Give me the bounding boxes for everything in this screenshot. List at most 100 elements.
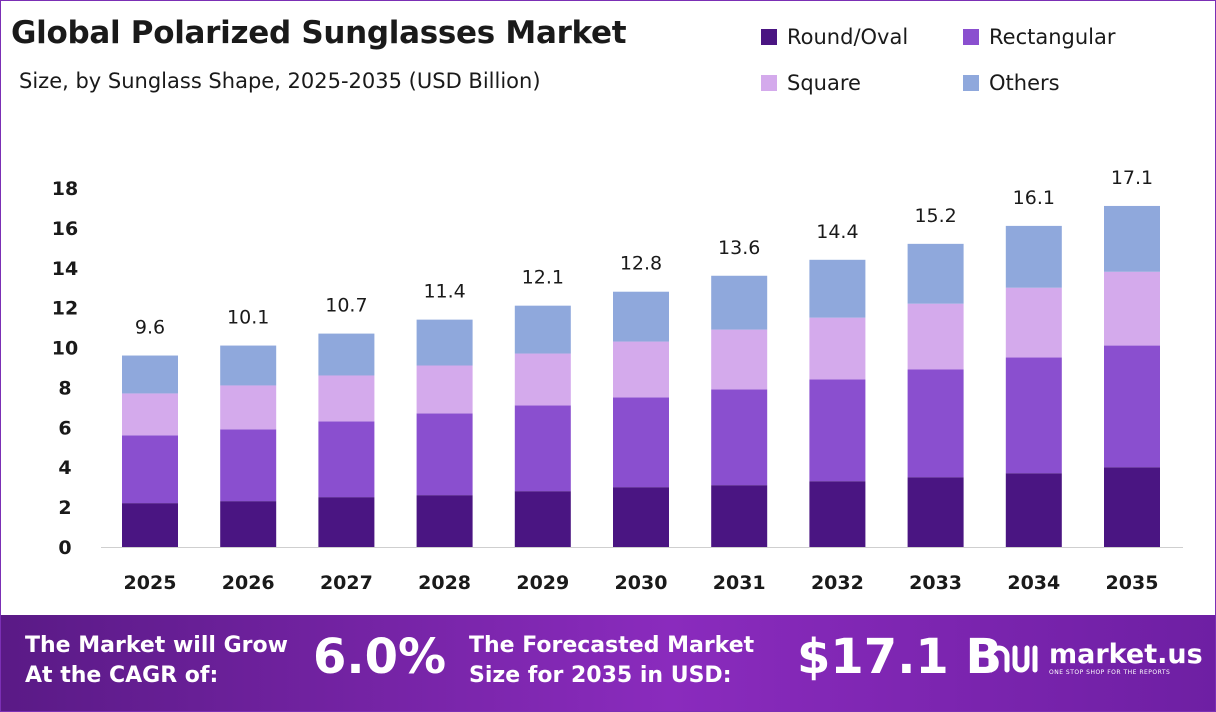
legend-label-round-oval: Round/Oval <box>787 25 909 49</box>
forecast-value: $17.1 B <box>797 629 1003 685</box>
y-tick-label: 0 <box>58 537 71 559</box>
bar-segment-others <box>514 305 571 354</box>
bar-total-label: 17.1 <box>1111 167 1153 189</box>
cagr-label-line1: The Market will Grow <box>25 633 288 658</box>
x-tick-label: 2027 <box>320 572 373 594</box>
bar-total-label: 12.8 <box>620 253 662 275</box>
legend-label-square: Square <box>787 71 861 95</box>
footer-banner: The Market will Grow At the CAGR of: 6.0… <box>1 615 1215 711</box>
bar-segment-rectangular <box>514 405 571 492</box>
bar-total-label: 16.1 <box>1013 187 1055 209</box>
bar-segment-round-oval <box>907 477 964 547</box>
bar-segment-others <box>220 345 277 386</box>
legend-label-others: Others <box>989 71 1060 95</box>
stacked-bar-chart: 0 2 4 6 8 10 12 14 16 18 9.6 2025 10.1 2026 10.7 2027 11… <box>52 167 1183 594</box>
bar-segment-rectangular <box>1104 345 1160 468</box>
bar-segment-others <box>613 291 669 342</box>
bar-segment-square <box>1104 271 1160 346</box>
bar-total-label: 9.6 <box>135 317 165 339</box>
y-tick-label: 8 <box>58 377 71 399</box>
legend-swatch-others <box>963 75 979 91</box>
y-tick-label: 16 <box>52 218 78 240</box>
bar-segment-others <box>809 259 866 318</box>
bar-segment-round-oval <box>1104 467 1160 547</box>
chart-subtitle: Size, by Sunglass Shape, 2025-2035 (USD … <box>19 69 541 93</box>
legend-swatch-rectangular <box>963 29 979 45</box>
bar-segment-square <box>318 375 375 422</box>
bar-total-label: 13.6 <box>718 237 760 259</box>
bar-segment-others <box>907 243 964 304</box>
bar-total-label: 15.2 <box>914 205 956 227</box>
bar-segment-others <box>318 333 375 376</box>
bar-segment-rectangular <box>711 389 768 486</box>
bar-segment-others <box>1104 205 1160 272</box>
bar-total-label: 14.4 <box>816 221 858 243</box>
bar-segment-round-oval <box>711 485 768 547</box>
bar-segment-round-oval <box>220 501 277 547</box>
market-us-logo-icon <box>988 645 1038 672</box>
bar-segment-rectangular <box>809 379 866 482</box>
bar-segment-others <box>1005 225 1062 288</box>
bar-segment-rectangular <box>613 397 669 488</box>
legend-swatch-square <box>761 75 777 91</box>
legend-item-square: Square <box>761 71 861 95</box>
cagr-value: 6.0% <box>313 629 447 685</box>
x-tick-label: 2026 <box>222 572 275 594</box>
x-tick-label: 2034 <box>1007 572 1060 594</box>
x-tick-label: 2025 <box>124 572 177 594</box>
bar-segment-others <box>711 275 768 330</box>
bar-total-label: 11.4 <box>423 281 465 303</box>
bar-segment-square <box>514 353 571 406</box>
x-tick-label: 2030 <box>615 572 668 594</box>
bar-segment-square <box>1005 287 1062 358</box>
cagr-label: The Market will Grow At the CAGR of: <box>25 631 288 691</box>
bar-segment-square <box>809 317 866 380</box>
y-tick-label: 18 <box>52 178 78 200</box>
bar-segment-rectangular <box>907 369 964 478</box>
legend-item-rectangular: Rectangular <box>963 25 1116 49</box>
bar-segment-round-oval <box>809 481 866 547</box>
bar-segment-round-oval <box>514 491 571 547</box>
bar-segment-square <box>416 365 473 414</box>
y-tick-label: 2 <box>58 497 71 519</box>
chart-legend: Round/Oval Rectangular Square Others <box>761 25 1201 115</box>
bar-segment-square <box>613 341 669 398</box>
bar-segment-round-oval <box>122 503 178 547</box>
y-tick-label: 12 <box>52 298 78 320</box>
market-us-logo: market.us ONE STOP SHOP FOR THE REPORTS <box>987 641 1203 676</box>
bar-segment-rectangular <box>318 421 375 498</box>
logo-tagline: ONE STOP SHOP FOR THE REPORTS <box>1049 669 1171 676</box>
bar-total-label: 12.1 <box>522 267 564 289</box>
forecast-label-line2: Size for 2035 in USD: <box>469 663 732 688</box>
bar-segment-rectangular <box>220 429 277 502</box>
x-tick-label: 2031 <box>713 572 766 594</box>
bar-segment-round-oval <box>416 495 473 547</box>
x-tick-label: 2032 <box>811 572 864 594</box>
bar-segment-square <box>711 329 768 390</box>
bar-segment-rectangular <box>416 413 473 496</box>
bar-total-label: 10.1 <box>227 307 269 329</box>
chart-title: Global Polarized Sunglasses Market <box>11 15 627 51</box>
cagr-label-line2: At the CAGR of: <box>25 663 219 688</box>
y-tick-label: 6 <box>58 417 71 439</box>
bar-segment-others <box>416 319 473 366</box>
legend-swatch-round-oval <box>761 29 777 45</box>
x-tick-label: 2029 <box>516 572 569 594</box>
bar-segment-square <box>907 303 964 370</box>
bar-segment-round-oval <box>613 487 669 547</box>
bar-segment-others <box>122 355 178 394</box>
y-tick-label: 10 <box>52 338 78 360</box>
legend-item-others: Others <box>963 71 1060 95</box>
forecast-label: The Forecasted Market Size for 2035 in U… <box>469 631 754 691</box>
bar-segment-rectangular <box>1005 357 1062 474</box>
bar-segment-square <box>220 385 277 430</box>
bar-total-label: 10.7 <box>325 295 367 317</box>
x-tick-label: 2035 <box>1106 572 1159 594</box>
x-tick-label: 2028 <box>418 572 471 594</box>
x-tick-label: 2033 <box>909 572 962 594</box>
bar-segment-round-oval <box>1005 473 1062 547</box>
forecast-label-line1: The Forecasted Market <box>469 633 755 658</box>
y-tick-label: 14 <box>52 258 78 280</box>
bar-segment-round-oval <box>318 497 375 547</box>
